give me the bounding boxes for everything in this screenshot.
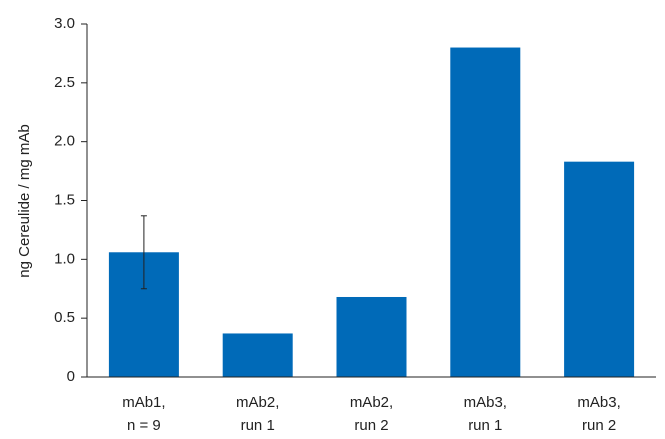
x-category-label: run 1 <box>241 417 275 434</box>
bar <box>222 333 293 377</box>
y-tick-label: 0 <box>67 368 75 385</box>
x-category-label: mAb2, <box>350 394 393 411</box>
y-tick-label: 0.5 <box>54 309 75 326</box>
bar <box>564 161 635 377</box>
y-axis-title: ng Cereulide / mg mAb <box>16 124 33 277</box>
y-tick-label: 2.0 <box>54 133 75 150</box>
x-category-label: run 2 <box>354 417 388 434</box>
x-category-label: mAb1, <box>122 394 165 411</box>
x-category-label: n = 9 <box>127 417 161 434</box>
x-category-label: mAb2, <box>236 394 279 411</box>
x-category-label: run 2 <box>582 417 616 434</box>
y-tick-label: 1.5 <box>54 191 75 208</box>
y-tick-label: 1.0 <box>54 250 75 267</box>
x-category-label: mAb3, <box>464 394 507 411</box>
bar <box>450 47 521 378</box>
y-tick-label: 2.5 <box>54 74 75 91</box>
bar <box>336 296 407 377</box>
x-category-label: mAb3, <box>577 394 620 411</box>
y-tick-label: 3.0 <box>54 15 75 32</box>
x-category-label: run 1 <box>468 417 502 434</box>
